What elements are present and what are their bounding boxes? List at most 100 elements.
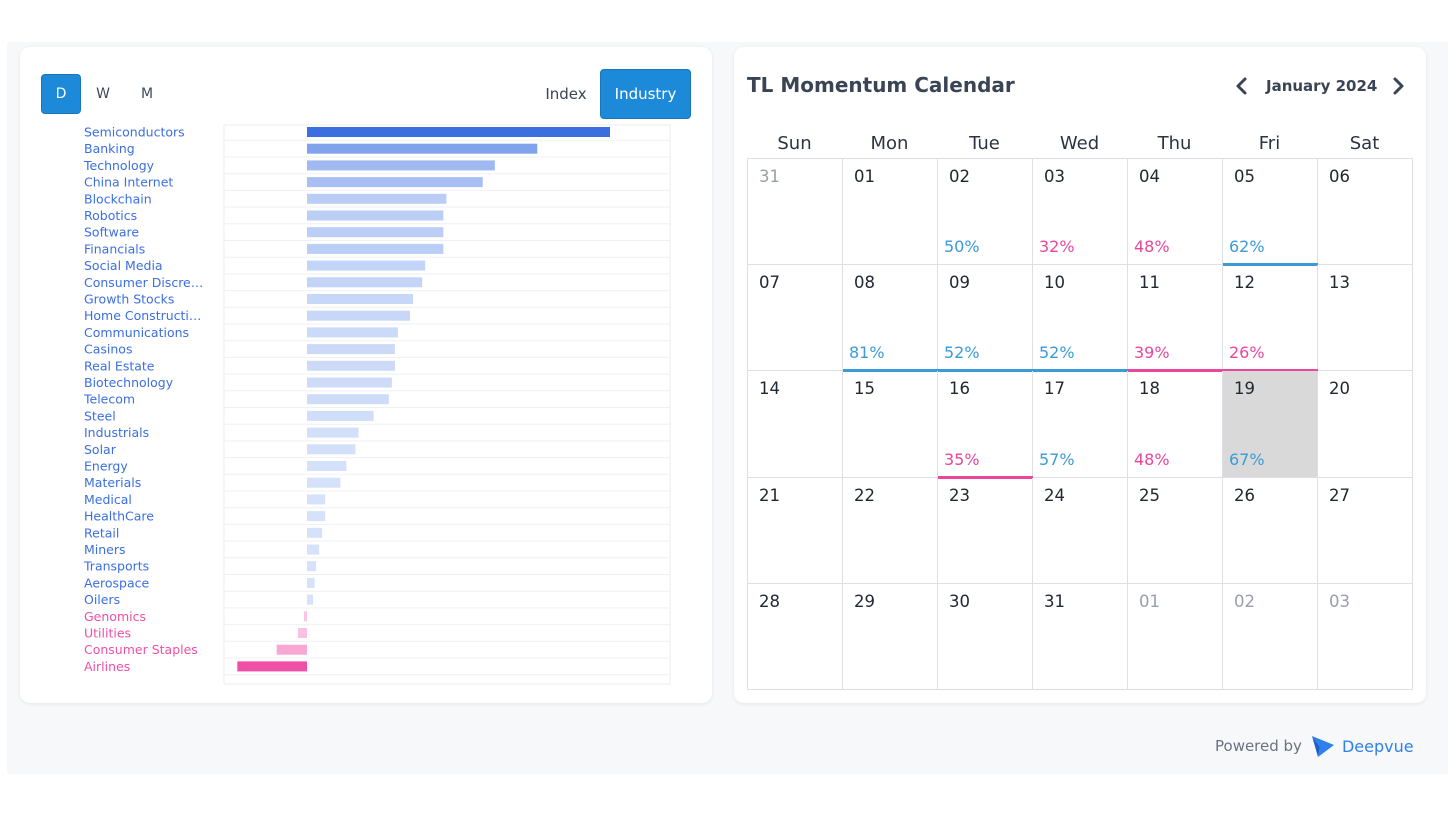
industry-bar[interactable]: [307, 577, 315, 588]
category-label[interactable]: Blockchain: [84, 191, 152, 206]
industry-bar[interactable]: [307, 410, 374, 421]
industry-bar[interactable]: [276, 644, 307, 655]
industry-bar[interactable]: [307, 327, 398, 338]
calendar-day-cell[interactable]: 16 35%: [938, 371, 1033, 479]
calendar-day-cell[interactable]: 20: [1318, 371, 1413, 478]
period-week-button[interactable]: W: [96, 86, 110, 102]
calendar-day-cell[interactable]: 08 81%: [843, 265, 938, 373]
industry-bar[interactable]: [307, 210, 444, 221]
index-view-button[interactable]: Index: [545, 85, 587, 103]
industry-bar[interactable]: [237, 661, 307, 672]
industry-bar[interactable]: [307, 477, 341, 488]
category-label[interactable]: HealthCare: [84, 509, 154, 524]
industry-bar[interactable]: [307, 511, 326, 522]
calendar-day-cell[interactable]: 07: [748, 265, 843, 372]
category-label[interactable]: Consumer Staples: [84, 642, 198, 657]
calendar-day-cell[interactable]: 31: [1033, 583, 1128, 690]
industry-bar[interactable]: [307, 127, 610, 137]
calendar-day-cell[interactable]: 10 52%: [1033, 265, 1128, 373]
industry-bar[interactable]: [307, 193, 447, 204]
industry-bar[interactable]: [307, 544, 320, 555]
calendar-day-cell[interactable]: 22: [843, 477, 938, 584]
calendar-day-cell[interactable]: 26: [1223, 477, 1318, 584]
category-label[interactable]: Home Constructi…: [84, 308, 201, 323]
category-label[interactable]: Social Media: [84, 258, 163, 273]
calendar-day-cell[interactable]: 03: [1318, 583, 1413, 690]
category-label[interactable]: Materials: [84, 475, 141, 490]
calendar-day-cell[interactable]: 02 50%: [938, 159, 1033, 266]
calendar-day-cell[interactable]: 18 48%: [1128, 371, 1223, 478]
category-label[interactable]: Solar: [84, 442, 117, 457]
industry-bar[interactable]: [307, 427, 359, 438]
industry-bar[interactable]: [307, 243, 444, 254]
category-label[interactable]: China Internet: [84, 175, 173, 190]
industry-bar[interactable]: [307, 494, 326, 505]
category-label[interactable]: Industrials: [84, 425, 149, 440]
calendar-day-cell[interactable]: 13: [1318, 265, 1413, 372]
category-label[interactable]: Financials: [84, 241, 145, 256]
calendar-day-cell[interactable]: 04 48%: [1128, 159, 1223, 266]
industry-bar[interactable]: [307, 360, 395, 371]
brand-name[interactable]: Deepvue: [1341, 736, 1414, 756]
calendar-day-cell[interactable]: 29: [843, 583, 938, 690]
calendar-day-cell[interactable]: 03 32%: [1033, 159, 1128, 266]
calendar-day-cell[interactable]: 09 52%: [938, 265, 1033, 373]
category-label[interactable]: Transports: [83, 559, 149, 574]
industry-bar[interactable]: [307, 561, 317, 572]
category-label[interactable]: Technology: [83, 158, 155, 173]
category-label[interactable]: Consumer Discre…: [84, 275, 203, 290]
category-label[interactable]: Retail: [84, 525, 119, 540]
industry-bar[interactable]: [307, 377, 392, 388]
calendar-day-cell[interactable]: 30: [938, 583, 1033, 690]
industry-bar[interactable]: [307, 394, 389, 405]
industry-bar[interactable]: [307, 444, 356, 455]
industry-bar[interactable]: [307, 160, 495, 171]
industry-bar[interactable]: [307, 461, 347, 471]
calendar-day-cell[interactable]: 24: [1033, 477, 1128, 584]
period-month-button[interactable]: M: [140, 86, 154, 102]
industry-bar[interactable]: [307, 310, 411, 321]
calendar-day-cell[interactable]: 01: [1128, 583, 1223, 690]
industry-bar[interactable]: [297, 628, 307, 638]
industry-bar[interactable]: [307, 277, 423, 288]
industry-bar[interactable]: [307, 143, 538, 154]
category-label[interactable]: Energy: [84, 459, 128, 474]
category-label[interactable]: Growth Stocks: [84, 292, 174, 307]
calendar-day-cell[interactable]: 15: [843, 371, 938, 478]
period-day-button[interactable]: D: [41, 74, 81, 114]
calendar-day-cell[interactable]: 25: [1128, 477, 1223, 584]
calendar-day-cell[interactable]: 27: [1318, 477, 1413, 584]
category-label[interactable]: Miners: [84, 542, 126, 557]
calendar-day-cell[interactable]: 19 67%: [1223, 371, 1318, 478]
calendar-day-cell[interactable]: 11 39%: [1128, 265, 1223, 373]
industry-bar[interactable]: [307, 227, 444, 238]
category-label[interactable]: Banking: [84, 141, 135, 156]
category-label[interactable]: Airlines: [84, 659, 130, 674]
calendar-day-cell[interactable]: 06: [1318, 159, 1413, 266]
industry-bar[interactable]: [307, 177, 483, 188]
category-label[interactable]: Aerospace: [84, 575, 150, 590]
category-label[interactable]: Oilers: [84, 592, 120, 607]
industry-view-button[interactable]: Industry: [600, 69, 691, 119]
category-label[interactable]: Software: [84, 225, 139, 240]
category-label[interactable]: Casinos: [84, 342, 132, 357]
category-label[interactable]: Communications: [84, 325, 189, 340]
category-label[interactable]: Medical: [84, 492, 132, 507]
calendar-day-cell[interactable]: 05 62%: [1223, 159, 1318, 267]
calendar-day-cell[interactable]: 01: [843, 159, 938, 266]
industry-bar[interactable]: [307, 294, 414, 304]
category-label[interactable]: Robotics: [84, 208, 137, 223]
calendar-day-cell[interactable]: 23: [938, 477, 1033, 584]
category-label[interactable]: Telecom: [83, 392, 135, 407]
industry-bar[interactable]: [307, 260, 426, 271]
industry-bar[interactable]: [307, 344, 395, 355]
category-label[interactable]: Utilities: [84, 626, 131, 641]
calendar-day-cell[interactable]: 21: [748, 477, 843, 584]
category-label[interactable]: Semiconductors: [84, 125, 185, 140]
calendar-day-cell[interactable]: 17 57%: [1033, 371, 1128, 478]
calendar-day-cell[interactable]: 28: [748, 583, 843, 690]
calendar-day-cell[interactable]: 31: [748, 159, 843, 266]
chevron-right-icon[interactable]: [1389, 76, 1407, 96]
category-label[interactable]: Real Estate: [84, 358, 155, 373]
calendar-day-cell[interactable]: 14: [748, 371, 843, 478]
